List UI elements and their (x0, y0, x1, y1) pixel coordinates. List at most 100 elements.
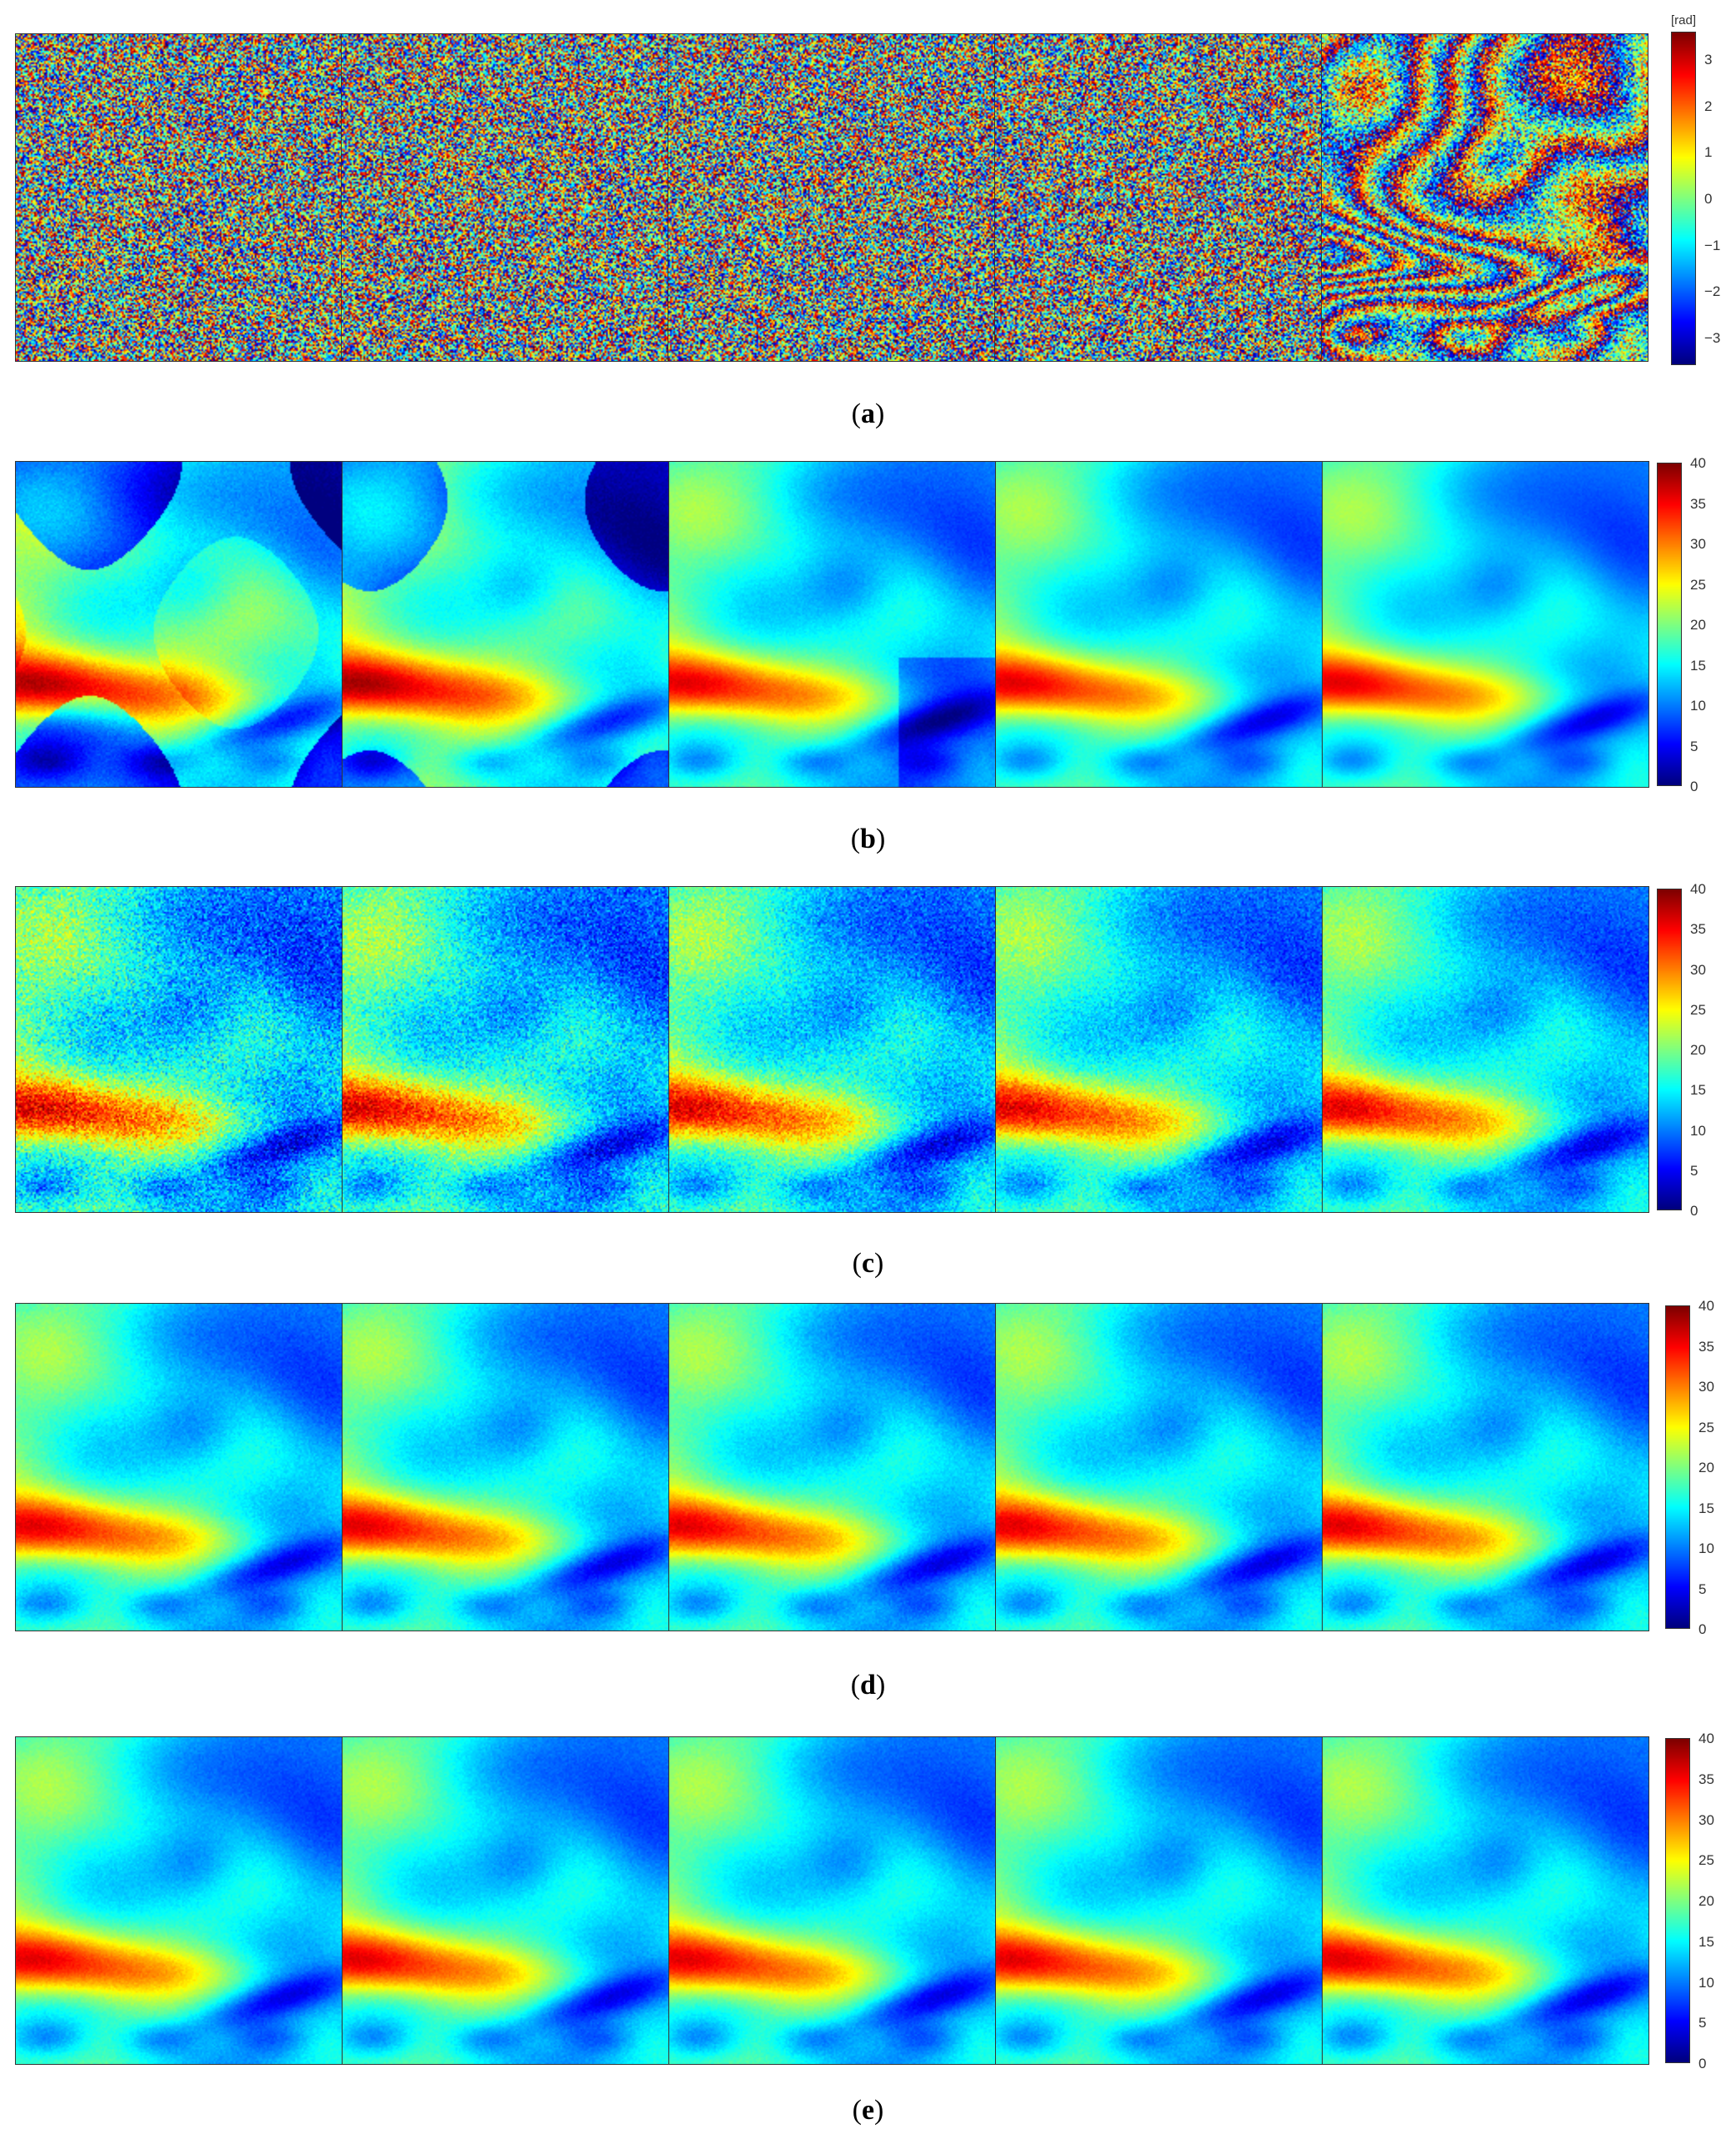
panel-e-colorbar-tick: 35 (1698, 1771, 1714, 1787)
panel-c-tile-2 (342, 886, 669, 1213)
panel-c-colorbar-gradient (1658, 889, 1681, 1210)
panel-e-tile-2 (342, 1736, 669, 2065)
panel-b-tile-2-image (343, 462, 668, 787)
panel-b-colorbar-tick: 35 (1690, 495, 1706, 512)
panel-d-colorbar-tick: 20 (1698, 1460, 1714, 1475)
panel-c-tile-3-image (669, 887, 995, 1212)
panel-b-caption-open: ( (850, 824, 861, 854)
panel-e-colorbar-tick: 0 (1698, 2056, 1707, 2071)
panel-e-colorbar (1665, 1738, 1690, 2063)
panel-a-caption-close: ) (875, 398, 885, 429)
panel-a-colorbar (1671, 32, 1696, 365)
panel-c-caption-label: c (861, 1248, 875, 1279)
panel-c-tile-1 (15, 886, 343, 1213)
panel-e-tile-1-image (16, 1737, 342, 2064)
panel-c-tile-4-image (996, 887, 1322, 1212)
panel-b-colorbar-tick: 10 (1690, 698, 1706, 714)
panel-b-tile-5-image (1323, 462, 1648, 787)
panel-d-colorbar-tick: 5 (1698, 1580, 1707, 1597)
panel-e-caption-open: ( (852, 2095, 862, 2126)
panel-b-colorbar-tick: 40 (1690, 455, 1706, 471)
panel-c-caption-open: ( (852, 1248, 862, 1279)
panel-a-colorbar-unit: [rad] (1671, 13, 1697, 28)
panel-c-tile-1-image (16, 887, 342, 1212)
panel-d-colorbar-tick: 40 (1698, 1298, 1714, 1314)
panel-b-colorbar-tick: 20 (1690, 617, 1706, 633)
panel-a-tile-5 (1321, 33, 1648, 362)
panel-e-tile-5-image (1323, 1737, 1648, 2064)
panel-b-tile-1-image (16, 462, 342, 787)
panel-a-tile-1-image (16, 34, 341, 361)
panel-a-tile-2-image (342, 34, 668, 361)
panel-e-colorbar-tick: 30 (1698, 1811, 1714, 1828)
panel-a-tile-1 (15, 33, 342, 362)
panel-a-tile-3-image (668, 34, 994, 361)
panel-d-tile-4-image (996, 1304, 1322, 1631)
panel-b-colorbar-gradient (1658, 463, 1681, 785)
panel-a-caption-label: a (861, 398, 875, 429)
panel-d-colorbar (1665, 1305, 1690, 1629)
panel-d-tile-1-image (16, 1304, 342, 1631)
panel-a-colorbar-tick: 3 (1704, 52, 1713, 68)
panel-d-caption-close: ) (875, 1670, 886, 1701)
panel-c-tile-5 (1322, 886, 1649, 1213)
panel-b-caption-close: ) (875, 824, 886, 854)
panel-c-colorbar-tick: 30 (1690, 961, 1706, 978)
panel-a-colorbar-tick: 2 (1704, 98, 1713, 114)
panel-d-tile-2 (342, 1303, 669, 1631)
panel-b-colorbar-tick: 30 (1690, 536, 1706, 552)
panel-c-caption-close: ) (874, 1248, 884, 1279)
panel-e-tile-4-image (996, 1737, 1322, 2064)
panel-c-colorbar-tick: 35 (1690, 921, 1706, 938)
panel-c-tile-3 (668, 886, 996, 1213)
panel-d-colorbar-tick: 25 (1698, 1419, 1714, 1435)
panel-d-caption: (d) (0, 1670, 1736, 1701)
panel-c-colorbar-tick: 20 (1690, 1042, 1706, 1058)
panel-c-tile-4 (995, 886, 1323, 1213)
panel-e-colorbar-tick: 15 (1698, 1933, 1714, 1950)
panel-e-tile-4 (995, 1736, 1323, 2065)
panel-a-colorbar-tick: −3 (1704, 329, 1721, 346)
panel-e-tile-5 (1322, 1736, 1649, 2065)
panel-c-colorbar-tick: 25 (1690, 1001, 1706, 1018)
panel-e-colorbar-gradient (1666, 1739, 1689, 2062)
panel-d-colorbar-gradient (1666, 1306, 1689, 1628)
panel-d-tile-4 (995, 1303, 1323, 1631)
panel-b-colorbar-tick: 25 (1690, 576, 1706, 593)
panel-c-tile-5-image (1323, 887, 1648, 1212)
panel-d-colorbar-tick: 10 (1698, 1540, 1714, 1556)
panel-b-tile-4-image (996, 462, 1322, 787)
panel-d-colorbar-tick: 35 (1698, 1338, 1714, 1355)
panel-c-caption: (c) (0, 1248, 1736, 1280)
panel-e-caption: (e) (0, 2095, 1736, 2126)
panel-e-colorbar-tick: 5 (1698, 2015, 1707, 2031)
panel-a-tile-2 (341, 33, 668, 362)
panel-c-colorbar-tick: 5 (1690, 1162, 1698, 1179)
panel-a-tile-3 (668, 33, 995, 362)
panel-b-tile-4 (995, 461, 1323, 788)
panel-e-colorbar-tick: 20 (1698, 1893, 1714, 1909)
panel-d-tile-5-image (1323, 1304, 1648, 1631)
panel-c-colorbar-tick: 0 (1690, 1203, 1698, 1219)
panel-d-caption-label: d (860, 1670, 876, 1701)
panel-b-tile-2 (342, 461, 669, 788)
panel-e-tile-3-image (669, 1737, 995, 2064)
panel-e-colorbar-tick: 40 (1698, 1731, 1714, 1746)
panel-b-colorbar (1657, 463, 1682, 786)
panel-a-caption-open: ( (851, 398, 861, 429)
panel-e-caption-label: e (861, 2095, 875, 2126)
panel-e-caption-close: ) (874, 2095, 884, 2126)
panel-a-tile-4 (994, 33, 1322, 362)
panel-a-colorbar-tick: 0 (1704, 191, 1713, 207)
panel-b-colorbar-tick: 5 (1690, 738, 1698, 754)
panel-e-tile-1 (15, 1736, 343, 2065)
panel-d-tile-2-image (343, 1304, 668, 1631)
panel-e-colorbar-tick: 10 (1698, 1974, 1714, 1991)
panel-d-colorbar-tick: 0 (1698, 1621, 1707, 1637)
panel-d-caption-open: ( (850, 1670, 861, 1701)
panel-b-caption: (b) (0, 824, 1736, 855)
panel-a-colorbar-tick: 1 (1704, 144, 1713, 161)
panel-b-tile-1 (15, 461, 343, 788)
panel-c-tile-2-image (343, 887, 668, 1212)
panel-a-colorbar-tick: −2 (1704, 283, 1721, 300)
